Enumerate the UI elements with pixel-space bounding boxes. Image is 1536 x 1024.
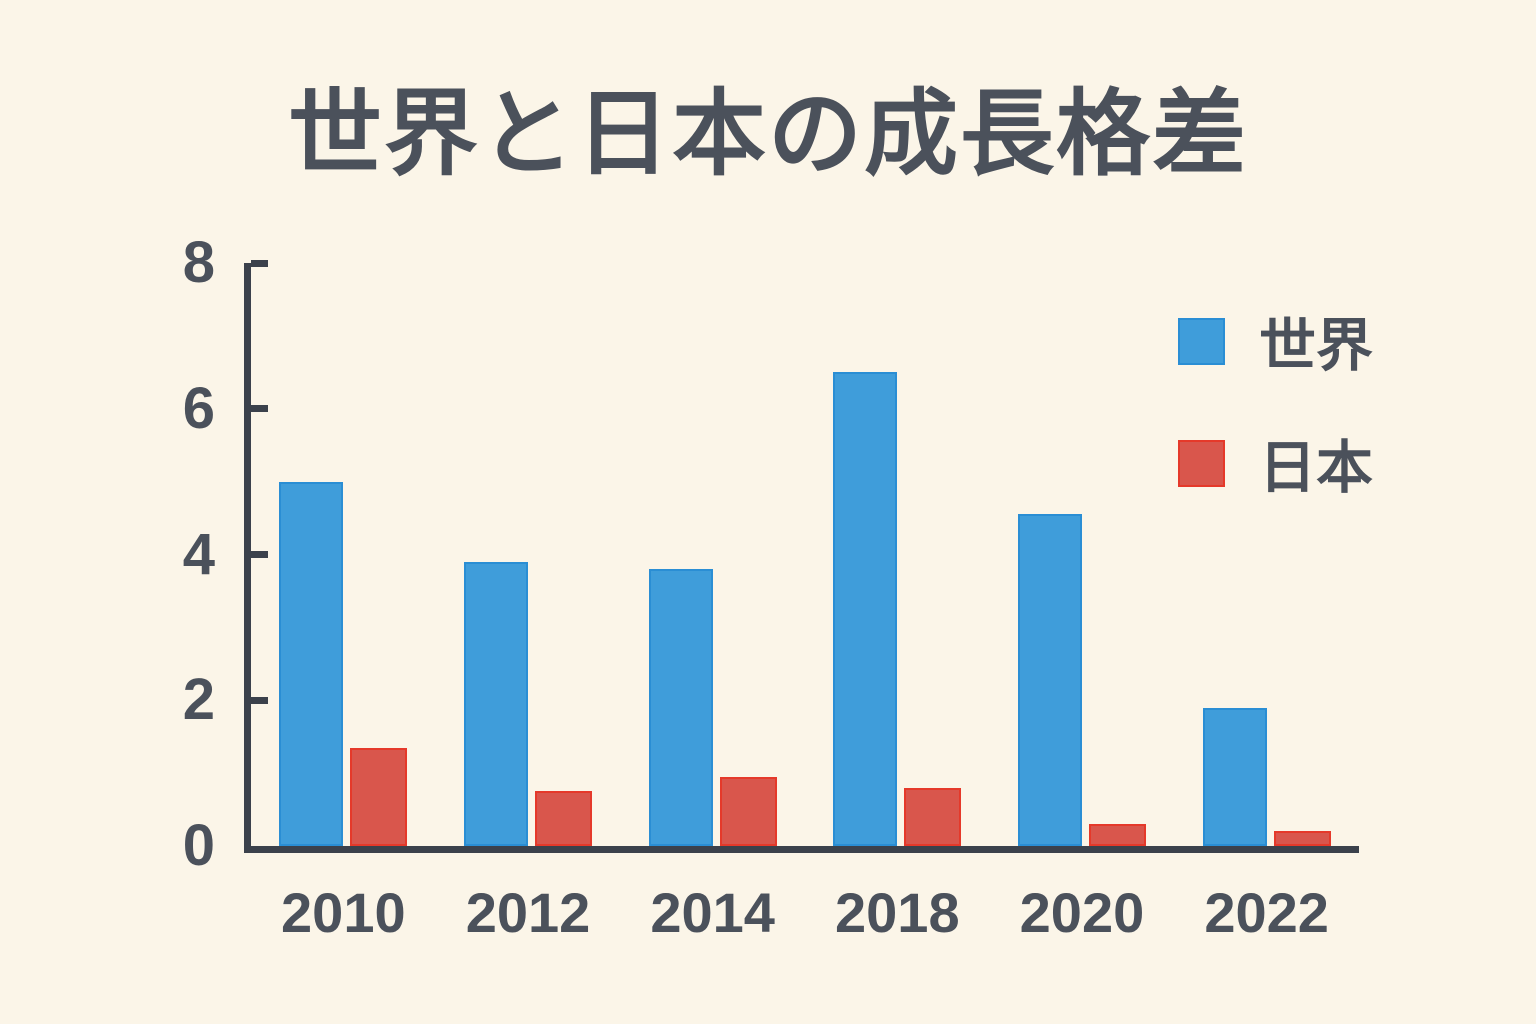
japan-bar: [350, 747, 408, 846]
japan-bar: [534, 791, 592, 846]
japan-bar: [1088, 824, 1146, 846]
world-bar: [463, 561, 528, 846]
x-tick-label: 2018: [835, 881, 960, 944]
japan-bar: [719, 776, 777, 846]
world-bar: [279, 481, 344, 846]
bar-group: 2020: [1017, 263, 1146, 944]
japan-bar: [1273, 831, 1331, 846]
world-bar: [1017, 514, 1082, 846]
y-tick-label: 2: [182, 667, 215, 733]
legend-item-world: 世界: [1178, 300, 1373, 382]
x-tick-label: 2020: [1019, 881, 1145, 944]
world-bar: [833, 372, 898, 846]
legend-label-world: 世界: [1259, 314, 1373, 378]
y-tick-label: 4: [182, 521, 215, 587]
x-tick-label: 2022: [1204, 881, 1329, 944]
legend: 世界 日本: [1178, 300, 1373, 504]
y-tick-label: 8: [182, 230, 215, 295]
world-bar: [1202, 707, 1267, 846]
x-tick-label: 2010: [281, 881, 406, 944]
legend-swatch-japan: [1178, 439, 1225, 487]
y-axis-tick: [251, 551, 268, 558]
legend-label-japan: 日本: [1259, 436, 1373, 500]
page-title: 世界と日本の成長格差: [287, 81, 1248, 186]
world-bar: [648, 569, 713, 846]
japan-bar: [904, 787, 962, 846]
y-tick-label: 6: [182, 375, 215, 441]
legend-swatch-world: [1178, 317, 1225, 365]
bar-group: 2014: [648, 263, 777, 944]
legend-item-japan: 日本: [1178, 422, 1373, 504]
x-tick-label: 2012: [465, 881, 591, 944]
y-tick-label: 0: [182, 813, 215, 878]
y-axis-tick: [251, 259, 268, 267]
plot-area: 2010 2012 2014 2018 2020 2022: [244, 259, 1359, 944]
bar-group: 2012: [463, 263, 592, 944]
y-axis-tick: [251, 405, 268, 413]
y-axis-tick: [251, 696, 268, 704]
bar-group: 2010: [279, 263, 408, 944]
bar-group: 2022: [1202, 263, 1331, 944]
bar-group: 2018: [833, 263, 962, 944]
bar-groups: 2010 2012 2014 2018 2020 2022: [251, 263, 1359, 944]
x-tick-label: 2014: [650, 881, 775, 944]
